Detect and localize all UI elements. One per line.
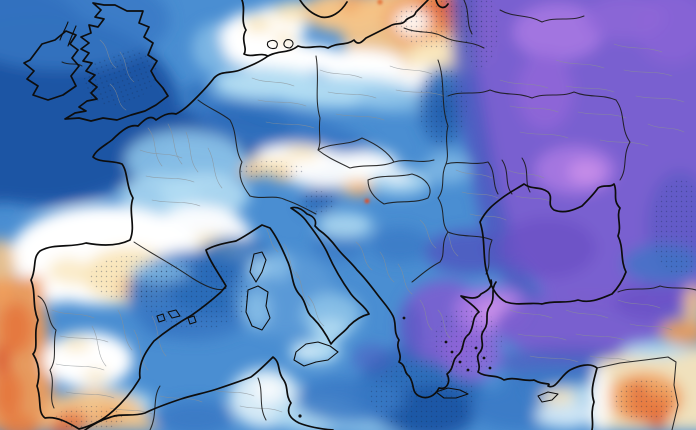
- stipple-texture: [302, 191, 334, 213]
- coastline-great-britain: [64, 2, 169, 122]
- anomaly-blob: [354, 186, 370, 194]
- admin-mesh-ukraine: [499, 43, 685, 147]
- anomaly-blob-adriatic: [312, 230, 364, 262]
- anomaly-blob-levant-white: [590, 366, 610, 430]
- anomaly-blob: [535, 402, 595, 428]
- anomaly-blob-serbia: [370, 227, 430, 263]
- stipple-texture: [240, 161, 304, 179]
- stipple-textures: [56, 0, 696, 430]
- anomaly-blob: [284, 146, 320, 160]
- anomaly-blob: [621, 342, 689, 358]
- admin-mesh-uk: [99, 39, 135, 111]
- coastline-sardinia: [245, 285, 271, 331]
- anomaly-dot-warm: [364, 198, 370, 204]
- coastline-black-sea: [479, 183, 627, 305]
- admin-mesh-spain: [51, 309, 167, 399]
- coastline-continental-west: [30, 0, 493, 430]
- stipple-texture: [462, 0, 498, 68]
- anomaly-blob: [517, 54, 573, 130]
- stipple-texture: [56, 406, 124, 430]
- anomaly-blob-croatia-cyan: [317, 212, 373, 238]
- anomaly-blob: [48, 258, 88, 286]
- admin-mesh-italy: [261, 223, 325, 327]
- coastline-baltic: [267, 0, 449, 57]
- coastline-sicily: [293, 341, 339, 367]
- island-dot: [298, 414, 302, 418]
- anomaly-blob: [0, 414, 40, 430]
- anomaly-blob: [636, 0, 696, 64]
- anomaly-blob: [0, 370, 23, 418]
- anomaly-blob-carpathia-cool: [424, 152, 472, 184]
- anomaly-blob: [252, 378, 284, 402]
- coastline-aegean-islands: [298, 316, 492, 418]
- island-dot: [458, 360, 462, 364]
- anomaly-blob: [182, 84, 210, 102]
- anomaly-blob-white-band: [312, 49, 404, 79]
- anomaly-blob: [265, 252, 291, 280]
- anomaly-blob-bulgaria-indigo: [425, 230, 515, 274]
- anomaly-blob: [0, 302, 33, 354]
- admin-mesh-romania: [455, 169, 553, 221]
- island-dot: [488, 366, 492, 370]
- island-dot: [444, 340, 448, 344]
- admin-mesh-greece: [419, 299, 451, 339]
- island-dot: [402, 316, 406, 320]
- stipple-texture: [83, 50, 157, 106]
- anomaly-sharp-dots: [364, 0, 383, 204]
- stipple-texture: [434, 308, 502, 372]
- anomaly-blob: [613, 284, 696, 320]
- island-dot: [482, 356, 486, 360]
- anomaly-blob: [355, 88, 435, 112]
- coastlines: [23, 0, 627, 430]
- coastline-sweden: [299, 0, 348, 19]
- coastline-corsica: [249, 251, 267, 283]
- island-dot: [450, 350, 454, 354]
- admin-mesh-germany-poland: [251, 65, 445, 129]
- coastline-cyprus: [537, 391, 559, 403]
- stipple-texture: [615, 380, 675, 420]
- admin-borders: [51, 39, 685, 415]
- admin-mesh-france: [139, 123, 223, 207]
- anomaly-blob-algeria-blue: [157, 400, 233, 430]
- coastline-danish-isles: [266, 39, 294, 50]
- island-dot: [466, 368, 470, 372]
- anomaly-blob: [0, 344, 10, 376]
- coastline-ireland: [23, 30, 80, 101]
- anomaly-blob: [398, 302, 422, 362]
- anomaly-blob-black-sea: [500, 218, 596, 278]
- stipple-texture: [652, 180, 696, 276]
- admin-mesh-turkey: [509, 299, 673, 363]
- coastline-north-africa: [84, 356, 334, 430]
- national-border-lines: [37, 0, 696, 430]
- anomaly-blob-cyprus-pale: [540, 389, 576, 405]
- anomaly-blob: [120, 175, 200, 215]
- anomaly-blob: [83, 370, 109, 382]
- anomaly-blob: [684, 285, 696, 325]
- anomaly-blob-ukraine-magenta: [568, 160, 604, 184]
- anomaly-blob-cold-tongue-core: [205, 106, 295, 138]
- anomaly-blob: [342, 150, 398, 176]
- anomaly-blob-corsica: [249, 256, 267, 280]
- stipple-texture: [90, 256, 170, 300]
- coastline-hebrides: [59, 21, 77, 47]
- national-borders: [37, 0, 696, 430]
- admin-mesh-balkans: [355, 219, 459, 295]
- island-dot: [474, 346, 478, 350]
- anomaly-blob: [513, 4, 603, 60]
- coastline-balearics: [156, 309, 197, 325]
- anomaly-blob-violet-patch: [352, 344, 392, 372]
- coastline-turkey-levant: [476, 281, 598, 430]
- anomaly-blob: [244, 16, 272, 32]
- coastline-crete: [435, 387, 469, 399]
- anomaly-blob-indigo-transition: [450, 0, 546, 310]
- anomaly-dot-warm: [377, 0, 383, 5]
- anomaly-blob: [61, 337, 91, 351]
- anomaly-blob: [660, 319, 696, 345]
- anomaly-blob: [294, 344, 318, 356]
- stipple-texture: [419, 68, 467, 144]
